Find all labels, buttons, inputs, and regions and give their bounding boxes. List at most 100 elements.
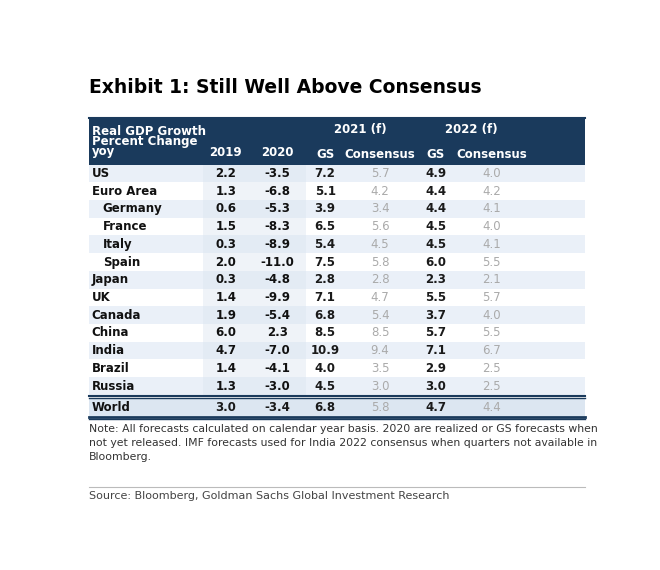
Text: 2.9: 2.9 <box>426 362 446 375</box>
Text: Source: Bloomberg, Goldman Sachs Global Investment Research: Source: Bloomberg, Goldman Sachs Global … <box>88 491 449 501</box>
Text: 2.3: 2.3 <box>267 327 288 339</box>
Text: 0.3: 0.3 <box>215 273 236 286</box>
Text: yoy: yoy <box>92 145 115 158</box>
Bar <box>203 253 306 271</box>
Text: -8.3: -8.3 <box>265 220 290 233</box>
Text: 0.3: 0.3 <box>215 238 236 251</box>
Text: 2020: 2020 <box>261 146 294 159</box>
Bar <box>88 119 585 165</box>
Text: 7.1: 7.1 <box>426 344 446 357</box>
Text: -11.0: -11.0 <box>261 255 294 268</box>
Text: Japan: Japan <box>92 273 129 286</box>
Bar <box>88 271 585 288</box>
Text: 4.9: 4.9 <box>425 167 446 180</box>
Text: 3.5: 3.5 <box>371 362 389 375</box>
Text: Exhibit 1: Still Well Above Consensus: Exhibit 1: Still Well Above Consensus <box>88 78 481 97</box>
Text: 0.6: 0.6 <box>215 202 236 215</box>
Text: Note: All forecasts calculated on calendar year basis. 2020 are realized or GS f: Note: All forecasts calculated on calend… <box>88 424 597 462</box>
Text: -5.3: -5.3 <box>265 202 290 215</box>
Text: 2.5: 2.5 <box>482 362 501 375</box>
Text: 5.6: 5.6 <box>371 220 389 233</box>
Text: 2019: 2019 <box>210 146 242 159</box>
Text: 7.5: 7.5 <box>315 255 335 268</box>
Text: 4.0: 4.0 <box>482 309 501 321</box>
Text: 5.4: 5.4 <box>371 309 389 321</box>
Text: 5.7: 5.7 <box>426 327 446 339</box>
Text: GS: GS <box>316 148 334 161</box>
Text: Consensus: Consensus <box>456 148 527 161</box>
Text: Brazil: Brazil <box>92 362 129 375</box>
Text: 6.7: 6.7 <box>482 344 501 357</box>
Text: 6.0: 6.0 <box>215 327 236 339</box>
Text: -3.5: -3.5 <box>265 167 290 180</box>
Text: 5.8: 5.8 <box>371 401 389 414</box>
Text: 4.0: 4.0 <box>315 362 335 375</box>
Text: 2.0: 2.0 <box>215 255 236 268</box>
Text: 6.8: 6.8 <box>315 401 336 414</box>
Bar <box>88 182 585 200</box>
Text: Spain: Spain <box>103 255 140 268</box>
Text: 5.5: 5.5 <box>482 327 501 339</box>
Text: 3.0: 3.0 <box>215 401 236 414</box>
Text: 1.4: 1.4 <box>215 291 236 304</box>
Bar <box>203 324 306 342</box>
Text: 1.5: 1.5 <box>215 220 236 233</box>
Text: 5.5: 5.5 <box>482 255 501 268</box>
Text: 4.7: 4.7 <box>371 291 389 304</box>
Text: 1.3: 1.3 <box>215 380 236 393</box>
Text: 5.8: 5.8 <box>371 255 389 268</box>
Text: Russia: Russia <box>92 380 135 393</box>
Text: France: France <box>103 220 147 233</box>
Text: 5.7: 5.7 <box>482 291 501 304</box>
Text: 4.0: 4.0 <box>482 220 501 233</box>
Text: 3.4: 3.4 <box>371 202 389 215</box>
Text: 2.1: 2.1 <box>482 273 501 286</box>
Text: 4.0: 4.0 <box>482 167 501 180</box>
Bar <box>88 288 585 306</box>
Text: 7.2: 7.2 <box>315 167 335 180</box>
Text: Germany: Germany <box>103 202 162 215</box>
Text: -5.4: -5.4 <box>265 309 290 321</box>
Text: 4.4: 4.4 <box>425 202 446 215</box>
Bar <box>88 324 585 342</box>
Text: 6.5: 6.5 <box>315 220 336 233</box>
Text: 2021 (f): 2021 (f) <box>335 123 387 136</box>
Text: 5.7: 5.7 <box>371 167 389 180</box>
Bar <box>203 399 306 417</box>
Text: 8.5: 8.5 <box>315 327 336 339</box>
Bar <box>203 271 306 288</box>
Bar <box>88 235 585 253</box>
Text: -6.8: -6.8 <box>265 185 290 198</box>
Bar <box>203 342 306 360</box>
Text: 4.4: 4.4 <box>425 185 446 198</box>
Text: 4.2: 4.2 <box>371 185 389 198</box>
Text: 2.2: 2.2 <box>215 167 236 180</box>
Text: -4.8: -4.8 <box>265 273 290 286</box>
Text: UK: UK <box>92 291 110 304</box>
Text: -8.9: -8.9 <box>265 238 290 251</box>
Bar <box>203 235 306 253</box>
Text: 5.4: 5.4 <box>315 238 336 251</box>
Text: -9.9: -9.9 <box>265 291 290 304</box>
Bar <box>203 200 306 218</box>
Text: India: India <box>92 344 125 357</box>
Text: Italy: Italy <box>103 238 132 251</box>
Text: 1.4: 1.4 <box>215 362 236 375</box>
Bar <box>88 306 585 324</box>
Text: 3.9: 3.9 <box>315 202 335 215</box>
Bar <box>203 377 306 395</box>
Text: 4.4: 4.4 <box>482 401 501 414</box>
Bar <box>203 218 306 235</box>
Text: -4.1: -4.1 <box>265 362 290 375</box>
Text: Real GDP Growth: Real GDP Growth <box>92 125 206 137</box>
Text: 2.8: 2.8 <box>315 273 335 286</box>
Text: 2.3: 2.3 <box>426 273 446 286</box>
Bar <box>88 377 585 395</box>
Text: US: US <box>92 167 110 180</box>
Text: 3.0: 3.0 <box>371 380 389 393</box>
Text: China: China <box>92 327 129 339</box>
Text: -3.4: -3.4 <box>265 401 290 414</box>
Text: 4.7: 4.7 <box>215 344 236 357</box>
Bar <box>88 253 585 271</box>
Text: 2022 (f): 2022 (f) <box>446 123 498 136</box>
